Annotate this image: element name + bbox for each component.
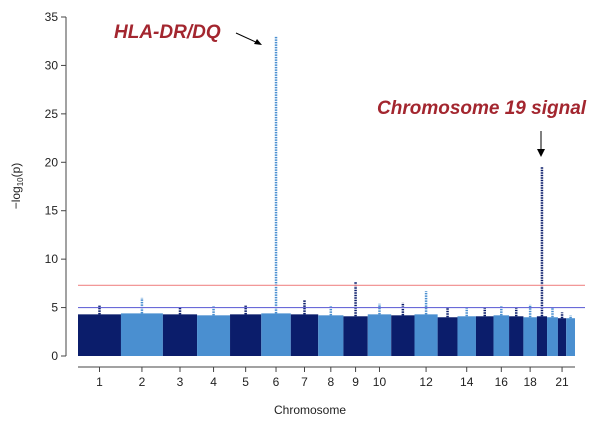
annotation: HLA-DR/DQ bbox=[114, 22, 221, 43]
chromosome-bulk bbox=[523, 317, 537, 356]
x-tick-label: 10 bbox=[373, 375, 387, 389]
y-tick-label: 15 bbox=[45, 204, 59, 218]
chromosome-bulk bbox=[343, 316, 368, 356]
x-tick-label: 6 bbox=[273, 375, 280, 389]
y-label-part: (p) bbox=[9, 163, 23, 178]
chromosome-bulk bbox=[230, 314, 262, 356]
chromosome-bulk bbox=[261, 313, 291, 356]
chromosome-bulk bbox=[475, 316, 494, 356]
chromosome-bulk bbox=[437, 317, 458, 356]
chromosome-bulk bbox=[557, 318, 567, 356]
chromosome-bulk bbox=[78, 314, 121, 356]
chromosome-bulk bbox=[318, 315, 344, 356]
x-tick-label: 3 bbox=[177, 375, 184, 389]
annotation-arrowhead bbox=[537, 149, 545, 157]
x-tick-label: 9 bbox=[352, 375, 359, 389]
y-label-sub: 10 bbox=[16, 177, 25, 186]
x-tick-label: 5 bbox=[242, 375, 249, 389]
chromosome-bulk bbox=[367, 314, 392, 356]
chromosome-bulk bbox=[391, 315, 415, 356]
y-tick-label: 35 bbox=[45, 10, 59, 24]
y-tick-label: 30 bbox=[45, 58, 59, 72]
chromosome-bulk bbox=[414, 314, 438, 356]
y-label-part: −log bbox=[9, 186, 23, 209]
y-tick-label: 0 bbox=[51, 349, 58, 363]
chromosome-bulk bbox=[197, 315, 231, 356]
chromosome-bulk bbox=[547, 317, 558, 356]
x-tick-label: 8 bbox=[327, 375, 334, 389]
y-tick-label: 25 bbox=[45, 107, 59, 121]
chromosome-bulk bbox=[536, 316, 548, 356]
chromosome-bulk bbox=[566, 318, 575, 356]
x-tick-label: 14 bbox=[460, 375, 474, 389]
annotation-arrowhead bbox=[254, 39, 262, 45]
y-axis-label: −log10(p) bbox=[9, 163, 25, 210]
x-axis-label: Chromosome bbox=[274, 403, 346, 417]
y-tick-label: 5 bbox=[51, 301, 58, 315]
x-tick-label: 4 bbox=[210, 375, 217, 389]
chromosome-bulk bbox=[162, 314, 198, 356]
x-tick-label: 7 bbox=[301, 375, 308, 389]
chromosome-bulk bbox=[509, 316, 524, 356]
chromosome-bulk bbox=[120, 313, 163, 356]
chromosome-bulk bbox=[493, 315, 510, 356]
chromosome-bulk bbox=[290, 314, 319, 356]
x-tick-label: 12 bbox=[419, 375, 433, 389]
y-tick-label: 10 bbox=[45, 252, 59, 266]
x-tick-label: 21 bbox=[555, 375, 569, 389]
x-tick-label: 1 bbox=[96, 375, 103, 389]
y-tick-label: 20 bbox=[45, 155, 59, 169]
annotation: Chromosome 19 signal bbox=[377, 98, 587, 119]
x-tick-label: 16 bbox=[495, 375, 509, 389]
chromosome-bulk bbox=[457, 316, 476, 356]
x-tick-label: 18 bbox=[523, 375, 537, 389]
x-tick-label: 2 bbox=[139, 375, 146, 389]
